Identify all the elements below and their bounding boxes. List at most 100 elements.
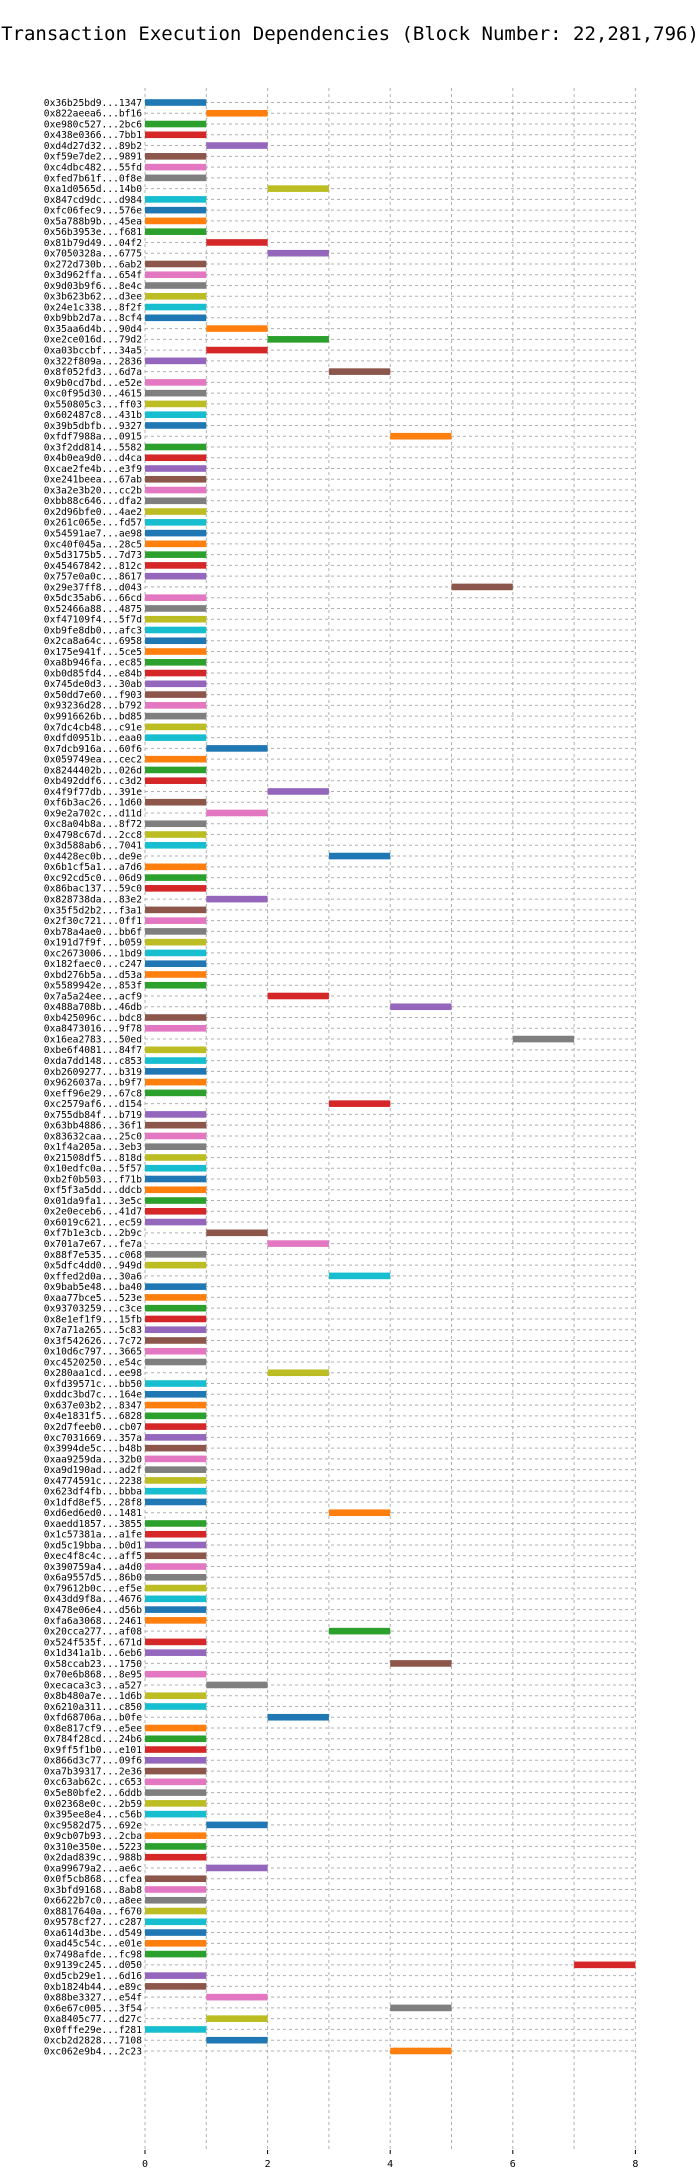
- dependency-bar: [328, 852, 391, 860]
- y-tick-label: 0x1f4a205a...3eb3: [44, 1142, 142, 1153]
- dependency-bar: [145, 282, 207, 289]
- dependency-bar: [145, 1014, 207, 1021]
- y-tick-label: 0x0fffe29e...f281: [44, 2025, 142, 2036]
- y-tick-label: 0x86bac137...59c0: [44, 884, 142, 895]
- y-tick-label: 0x0f5cb868...cfea: [44, 1874, 142, 1885]
- y-tick-label: 0xda7dd148...c853: [44, 1056, 142, 1067]
- dependency-bar: [145, 981, 207, 989]
- dependency-bar: [145, 1294, 207, 1301]
- dependency-bar: [145, 1649, 207, 1656]
- y-tick-label: 0x3a2e3b20...cc2b: [44, 485, 142, 496]
- y-tick-label: 0x7dcb916a...60f6: [44, 744, 142, 755]
- y-tick-label: 0xfc06fec9...576e: [44, 206, 142, 217]
- y-tick-label: 0x191d7f9f...b059: [44, 938, 142, 949]
- dependency-bar: [390, 1003, 452, 1011]
- y-tick-label: 0x9bab5e48...ba40: [44, 1282, 142, 1293]
- y-tick-label: 0xf7b1e3cb...2b9c: [44, 1228, 142, 1239]
- dependency-bar: [145, 475, 207, 483]
- y-tick-label: 0x5589942e...853f: [44, 981, 142, 992]
- y-tick-label: 0x828738da...83e2: [44, 895, 142, 906]
- dependency-bar: [145, 303, 207, 311]
- dependency-bar: [206, 239, 268, 246]
- dependency-bar: [145, 1886, 207, 1893]
- y-tick-label: 0x7050328a...6775: [44, 249, 142, 260]
- y-tick-label: 0x5dfc4dd0...949d: [44, 1261, 142, 1272]
- y-tick-label: 0x6210a311...c850: [44, 1702, 142, 1713]
- y-tick-label: 0x9ff5f1b0...e101: [44, 1745, 142, 1756]
- y-tick-label: 0xd6ed6ed0...1481: [44, 1508, 142, 1519]
- y-tick-label: 0x9139c245...d050: [44, 1960, 142, 1971]
- y-tick-label: 0xad45c54c...e01e: [44, 1939, 142, 1950]
- x-tick-labels: 0 2 4 6 8: [142, 2150, 638, 2170]
- dependency-bar: [145, 712, 207, 720]
- dependency-bar: [145, 1197, 207, 1204]
- y-tick-label: 0xe980c527...2bc6: [44, 119, 142, 130]
- dependency-bar: [145, 1983, 207, 1990]
- y-tick-label: 0x02368e0c...2b59: [44, 1799, 142, 1810]
- x-tick-label: 6: [510, 2159, 516, 2170]
- y-tick-label: 0x2d96bfe0...4ae2: [44, 507, 142, 518]
- dependency-bar: [145, 1444, 207, 1452]
- dependency-bar: [145, 1606, 207, 1613]
- y-tick-label: 0x755db84f...b719: [44, 1110, 142, 1121]
- y-tick-label: 0x8e1ef1f9...15fb: [44, 1314, 142, 1325]
- dependency-bar: [328, 1272, 391, 1280]
- dependency-bar: [145, 906, 207, 914]
- y-tick-label: 0x5a788b9b...45ea: [44, 216, 142, 227]
- dependency-bar: [145, 1455, 207, 1463]
- y-tick-label: 0xa1d0565d...14b0: [44, 184, 142, 195]
- dependency-bar: [145, 422, 207, 429]
- y-tick-label: 0xbd276b5a...d53a: [44, 970, 142, 981]
- y-tick-label: 0x3b623b62...d3ee: [44, 292, 142, 303]
- y-tick-label: 0xa8473016...9f78: [44, 1024, 142, 1035]
- dependency-bar: [145, 1789, 207, 1796]
- y-tick-label: 0xc2579af6...d154: [44, 1099, 142, 1110]
- dependency-bar: [145, 271, 207, 279]
- y-tick-label: 0x3d962ffa...654f: [44, 270, 142, 281]
- y-tick-label: 0x4b0ea9d0...d4ca: [44, 453, 142, 464]
- y-tick-label: 0x83632caa...25c0: [44, 1131, 142, 1142]
- dependency-bar: [574, 1961, 636, 1969]
- y-tick-label: 0x10edfc0a...5f57: [44, 1164, 142, 1175]
- dependency-bar: [145, 938, 207, 946]
- dependency-bar: [145, 1940, 207, 1947]
- dependency-bar: [145, 389, 207, 397]
- y-tick-label: 0x550805c3...ff03: [44, 399, 142, 410]
- dependency-bar: [145, 2026, 207, 2033]
- y-tick-label: 0x3f542626...7c72: [44, 1336, 142, 1347]
- y-tick-label: 0x52466a88...4875: [44, 604, 142, 615]
- y-tick-label: 0x5d3175b5...7d73: [44, 550, 142, 561]
- dependency-bar: [145, 519, 207, 526]
- y-tick-label: 0x847cd9dc...d984: [44, 195, 142, 206]
- y-tick-label: 0x7a71a265...5c83: [44, 1325, 142, 1336]
- y-tick-label: 0x2e0eceb6...41d7: [44, 1207, 142, 1218]
- y-tick-label: 0x4e1831f5...6828: [44, 1411, 142, 1422]
- dependency-bar: [145, 1800, 207, 1807]
- y-tick-label: 0x5dc35ab6...66cd: [44, 593, 142, 604]
- y-tick-label: 0xfa6a3068...2461: [44, 1616, 142, 1627]
- dependency-bar: [206, 2015, 268, 2022]
- y-tick-label: 0xe2ce016d...79d2: [44, 335, 142, 346]
- dependency-bar: [145, 1326, 207, 1334]
- dependency-bar: [145, 1380, 207, 1387]
- dependency-bar: [206, 1229, 268, 1237]
- dependency-bar: [145, 1466, 207, 1473]
- dependency-bar: [145, 702, 207, 709]
- x-tick-label: 4: [387, 2159, 393, 2170]
- y-tick-label: 0xb78a4ae0...bb6f: [44, 927, 142, 938]
- dependency-bar: [145, 1907, 207, 1915]
- dependency-bar: [145, 971, 207, 978]
- y-tick-label: 0x10d6c797...3665: [44, 1347, 142, 1358]
- dependency-bar: [145, 691, 207, 698]
- dependency-bar: [145, 777, 207, 784]
- y-tick-label: 0xbb88c646...dfa2: [44, 496, 142, 507]
- dependency-bar: [145, 153, 207, 160]
- dependency-bar: [145, 206, 207, 214]
- y-tick-label: 0x784f28cd...24b6: [44, 1734, 142, 1745]
- y-tick-label: 0x79612b0c...ef5e: [44, 1583, 142, 1594]
- dependency-bar: [145, 1347, 207, 1355]
- dependency-bar: [145, 917, 207, 924]
- y-tick-label: 0xfd39571c...bb50: [44, 1379, 142, 1390]
- bar-layer: [145, 99, 636, 2055]
